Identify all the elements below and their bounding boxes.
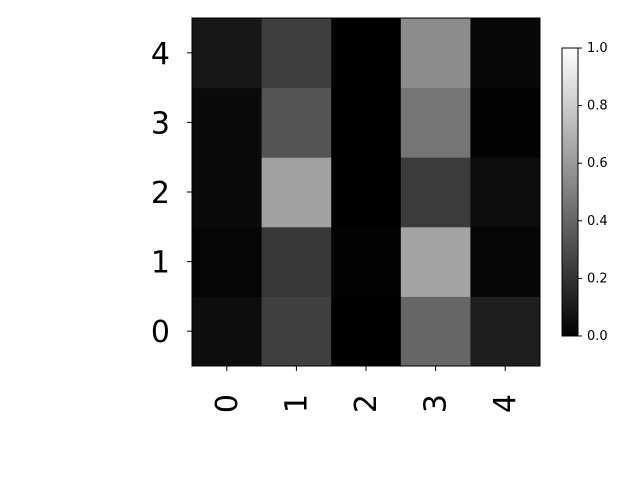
heatmap-cell-0-4 <box>470 296 541 367</box>
y-tick-label: 1 <box>151 246 170 281</box>
heatmap-cells <box>192 18 541 367</box>
colorbar: 0.0 0.2 0.4 0.6 0.8 1.0 <box>561 41 608 344</box>
heatmap-cell-2-4 <box>470 157 541 228</box>
colorbar-tick-label: 0.2 <box>587 271 608 286</box>
x-axis: 0 1 2 3 4 <box>210 366 523 413</box>
heatmap-cell-0-3 <box>400 296 471 367</box>
y-tick-label: 0 <box>151 315 170 350</box>
heatmap-cell-0-0 <box>192 296 263 367</box>
heatmap-cell-2-3 <box>400 157 471 228</box>
y-axis: 0 1 2 3 4 <box>151 37 192 350</box>
heatmap-cell-1-0 <box>192 226 263 297</box>
y-tick-label: 2 <box>151 176 170 211</box>
heatmap-cell-1-2 <box>331 226 402 297</box>
colorbar-tick-label: 0.6 <box>587 156 608 171</box>
heatmap-cell-4-1 <box>261 18 332 89</box>
heatmap-cell-4-3 <box>400 18 471 89</box>
colorbar-gradient <box>562 48 578 336</box>
x-tick-label: 0 <box>210 394 245 413</box>
heatmap-cell-0-1 <box>261 296 332 367</box>
heatmap-cell-4-2 <box>331 18 402 89</box>
x-tick-label: 1 <box>279 394 314 413</box>
heatmap-cell-1-1 <box>261 226 332 297</box>
heatmap-cell-3-1 <box>261 87 332 158</box>
colorbar-tick-label: 0.4 <box>587 214 608 229</box>
heatmap-cell-2-1 <box>261 157 332 228</box>
colorbar-frame <box>561 47 579 337</box>
heatmap-cell-4-4 <box>470 18 541 89</box>
heatmap-cell-1-4 <box>470 226 541 297</box>
heatmap-cell-2-0 <box>192 157 263 228</box>
y-tick-label: 4 <box>151 37 170 72</box>
heatmap-cell-3-3 <box>400 87 471 158</box>
x-tick-label: 2 <box>349 394 384 413</box>
colorbar-tick-label: 0.0 <box>587 329 608 344</box>
heatmap-cell-4-0 <box>192 18 263 89</box>
colorbar-tick-label: 1.0 <box>587 41 608 56</box>
heatmap-cell-0-2 <box>331 296 402 367</box>
y-tick-label: 3 <box>151 106 170 141</box>
x-tick-label: 4 <box>488 394 523 413</box>
heatmap-cell-3-0 <box>192 87 263 158</box>
heatmap-cell-1-3 <box>400 226 471 297</box>
heatmap-cell-3-2 <box>331 87 402 158</box>
heatmap-cell-3-4 <box>470 87 541 158</box>
colorbar-tick-label: 0.8 <box>587 99 608 114</box>
heatmap-cell-2-2 <box>331 157 402 228</box>
x-tick-label: 3 <box>419 394 454 413</box>
